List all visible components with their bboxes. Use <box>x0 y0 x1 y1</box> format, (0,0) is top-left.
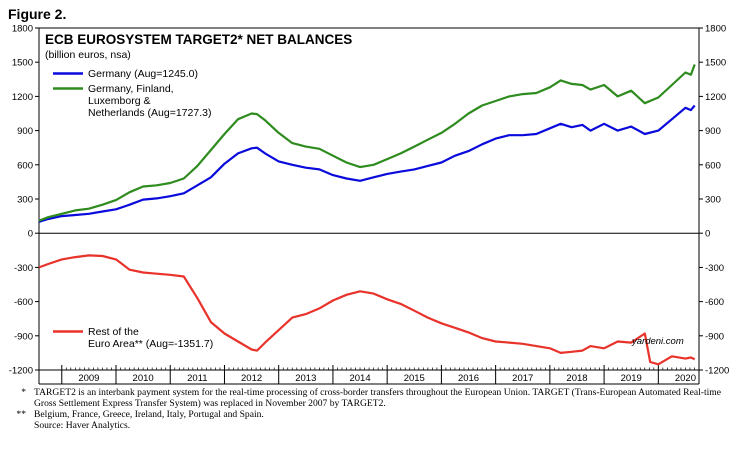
legend-label-3: Euro Area** (Aug=-1351.7) <box>88 338 213 350</box>
y-tick-label-right: -300 <box>705 263 724 274</box>
y-tick-label-left: 0 <box>28 229 33 240</box>
x-tick-label: 2010 <box>133 373 154 384</box>
x-tick-label: 2017 <box>512 373 533 384</box>
footnote-text: Belgium, France, Greece, Ireland, Italy,… <box>34 409 264 420</box>
legend-label-3: Rest of the <box>88 326 139 338</box>
y-tick-label-right: 0 <box>705 229 710 240</box>
x-tick-label: 2013 <box>295 373 316 384</box>
x-tick-label: 2020 <box>675 373 696 384</box>
legend-label-1: Germany (Aug=1245.0) <box>88 68 198 80</box>
y-tick-label-left: 1800 <box>12 24 33 35</box>
footnote-text: TARGET2 is an interbank payment system f… <box>34 387 722 409</box>
y-tick-label-right: 600 <box>705 160 721 171</box>
y-tick-label-right: 300 <box>705 195 721 206</box>
y-tick-label-left: 1500 <box>12 58 33 69</box>
watermark: yardeni.com <box>631 336 684 347</box>
y-tick-label-left: 600 <box>17 160 33 171</box>
x-tick-label: 2011 <box>187 373 207 384</box>
y-tick-label-right: -600 <box>705 297 724 308</box>
series-layer <box>38 64 696 366</box>
x-tick-label: 2009 <box>78 373 99 384</box>
y-tick-label-left: 300 <box>17 195 33 206</box>
series-line-1 <box>38 104 696 223</box>
legend-label-2: Luxemborg & <box>88 95 150 107</box>
y-tick-label-right: 1800 <box>705 24 726 35</box>
footnotes: * TARGET2 is an interbank payment system … <box>8 387 743 431</box>
series-line-3 <box>38 254 696 366</box>
series-line-2 <box>38 64 696 222</box>
legend-label-2: Germany, Finland, <box>88 83 174 95</box>
footnote: Source: Haver Analytics. <box>8 420 743 431</box>
y-tick-label-left: -900 <box>14 331 33 342</box>
footnote: ** Belgium, France, Greece, Ireland, Ital… <box>8 409 743 420</box>
y-tick-label-left: -600 <box>14 297 33 308</box>
legend-label-2: Netherlands (Aug=1727.3) <box>88 107 211 119</box>
y-tick-label-right: 1500 <box>705 58 726 69</box>
chart-title: ECB EUROSYSTEM TARGET2* NET BALANCES <box>45 32 352 47</box>
line-chart: -1200 -1200 -900 -900 -600 -600 -300 -300 0 0 300 3… <box>9 24 729 385</box>
x-tick-label: 2012 <box>241 373 262 384</box>
y-tick-label-right: 1200 <box>705 92 726 103</box>
x-tick-label: 2014 <box>349 373 370 384</box>
y-tick-label-left: 900 <box>17 126 33 137</box>
y-tick-label-right: 900 <box>705 126 721 137</box>
figure-label: Figure 2. <box>8 6 67 22</box>
y-tick-label-right: -1200 <box>705 366 729 377</box>
y-tick-label-right: -900 <box>705 331 724 342</box>
x-tick-label: 2015 <box>404 373 425 384</box>
footnote-mark: * <box>21 387 26 398</box>
x-tick-label: 2019 <box>621 373 642 384</box>
chart-subtitle: (billion euros, nsa) <box>45 49 131 61</box>
x-tick-label: 2016 <box>458 373 479 384</box>
y-tick-label-left: -1200 <box>9 366 33 377</box>
footnote-mark: ** <box>16 409 26 420</box>
footnote-text: Source: Haver Analytics. <box>34 420 131 431</box>
footnote-mark <box>8 420 34 431</box>
y-tick-label-left: 1200 <box>12 92 33 103</box>
footnote: * TARGET2 is an interbank payment system … <box>8 387 743 409</box>
text-layer: ECB EUROSYSTEM TARGET2* NET BALANCES (bil… <box>45 32 684 350</box>
y-tick-label-left: -300 <box>14 263 33 274</box>
x-tick-label: 2018 <box>566 373 587 384</box>
